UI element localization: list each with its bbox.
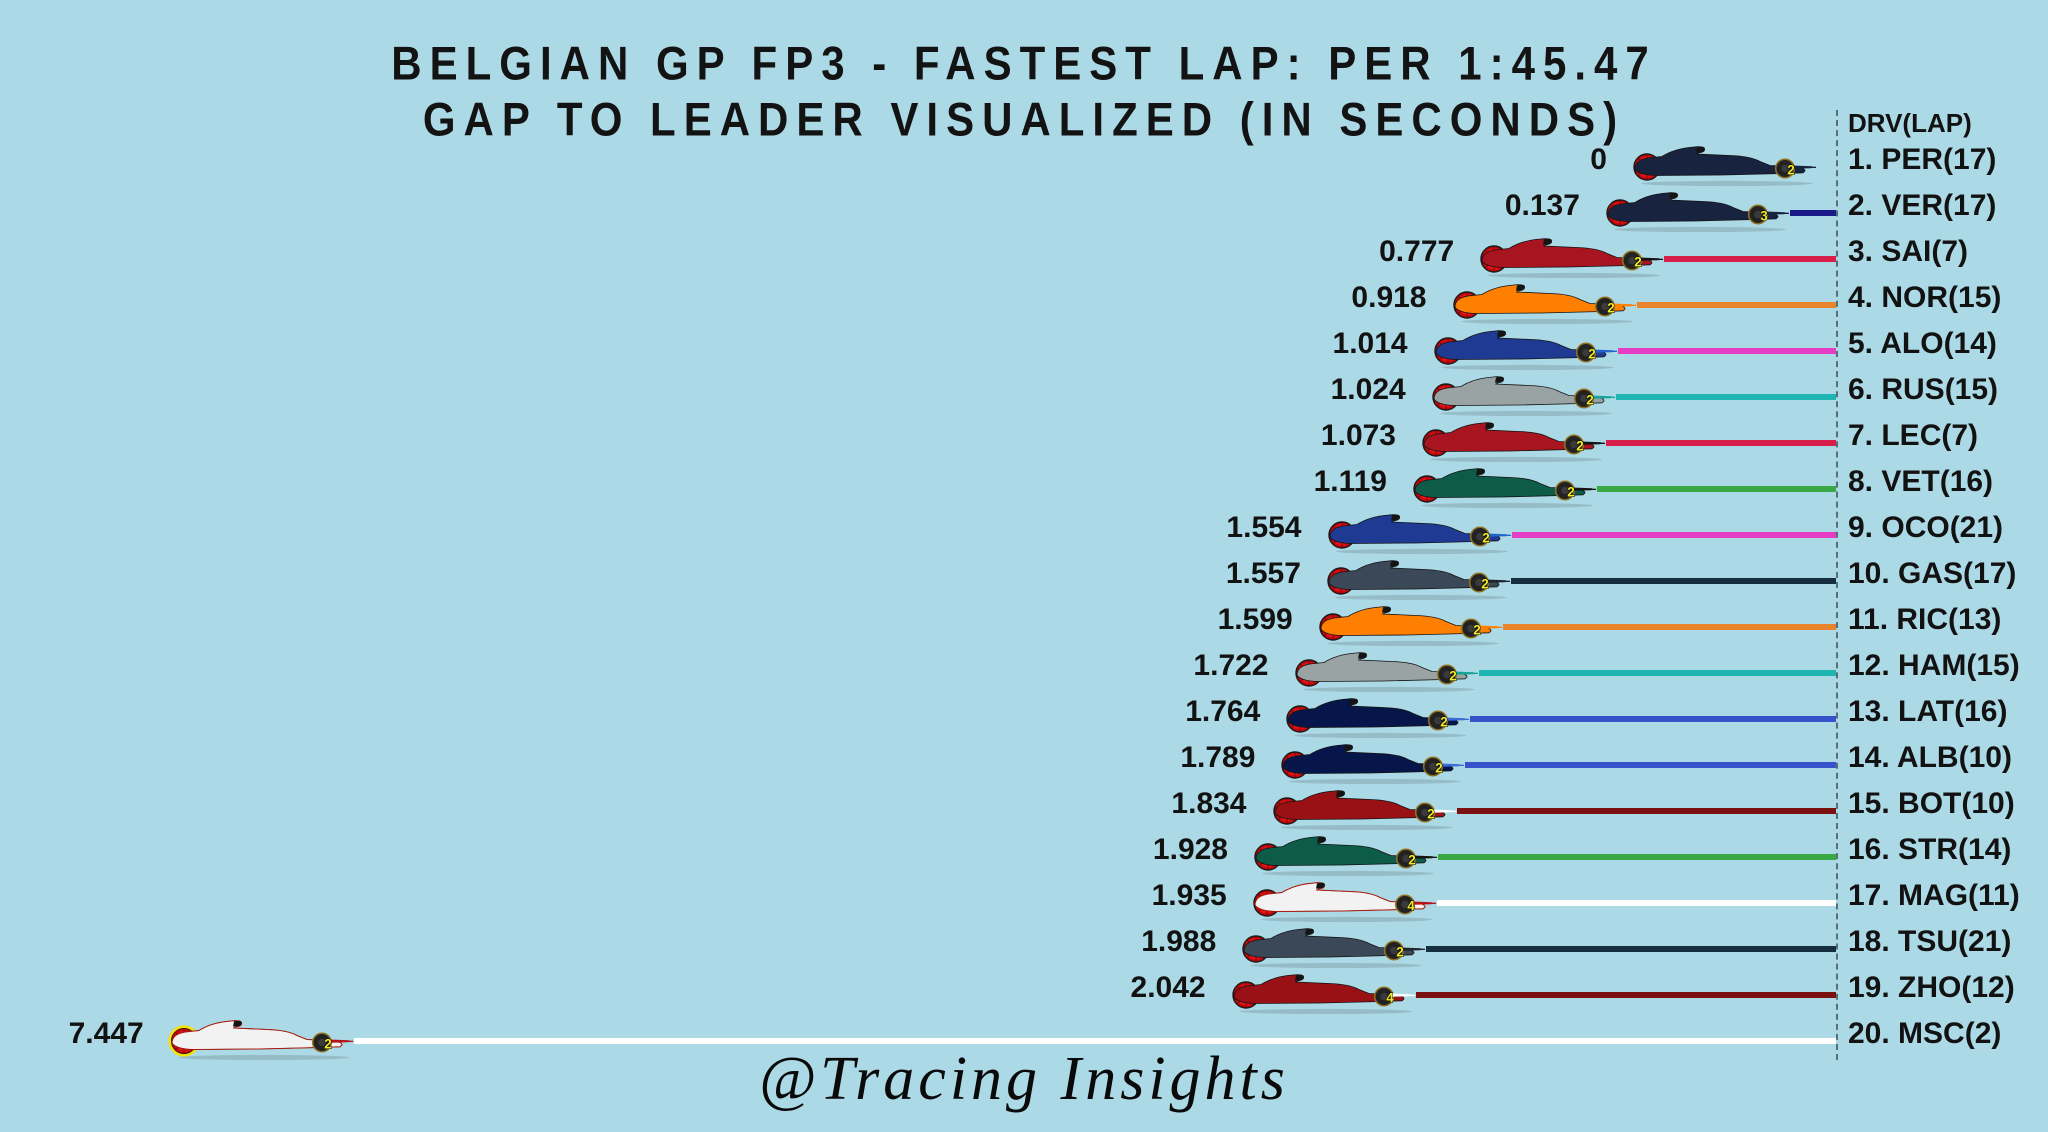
svg-text:2: 2: [1427, 807, 1435, 822]
svg-text:4: 4: [1407, 899, 1415, 914]
svg-text:2: 2: [1441, 715, 1449, 730]
svg-text:2: 2: [1607, 301, 1615, 316]
svg-text:2: 2: [1482, 531, 1490, 546]
svg-text:2: 2: [1397, 945, 1405, 960]
svg-text:2: 2: [1576, 439, 1584, 454]
svg-text:3: 3: [1760, 209, 1768, 224]
svg-text:2: 2: [1586, 393, 1594, 408]
svg-text:2: 2: [1634, 255, 1642, 270]
svg-text:2: 2: [1408, 853, 1416, 868]
svg-text:4: 4: [1386, 991, 1394, 1006]
svg-text:2: 2: [1436, 761, 1444, 776]
svg-text:2: 2: [1481, 577, 1489, 592]
svg-text:2: 2: [1588, 347, 1596, 362]
svg-text:2: 2: [1787, 163, 1795, 178]
svg-text:2: 2: [1567, 485, 1575, 500]
svg-text:2: 2: [1449, 669, 1457, 684]
svg-text:2: 2: [1473, 623, 1481, 638]
